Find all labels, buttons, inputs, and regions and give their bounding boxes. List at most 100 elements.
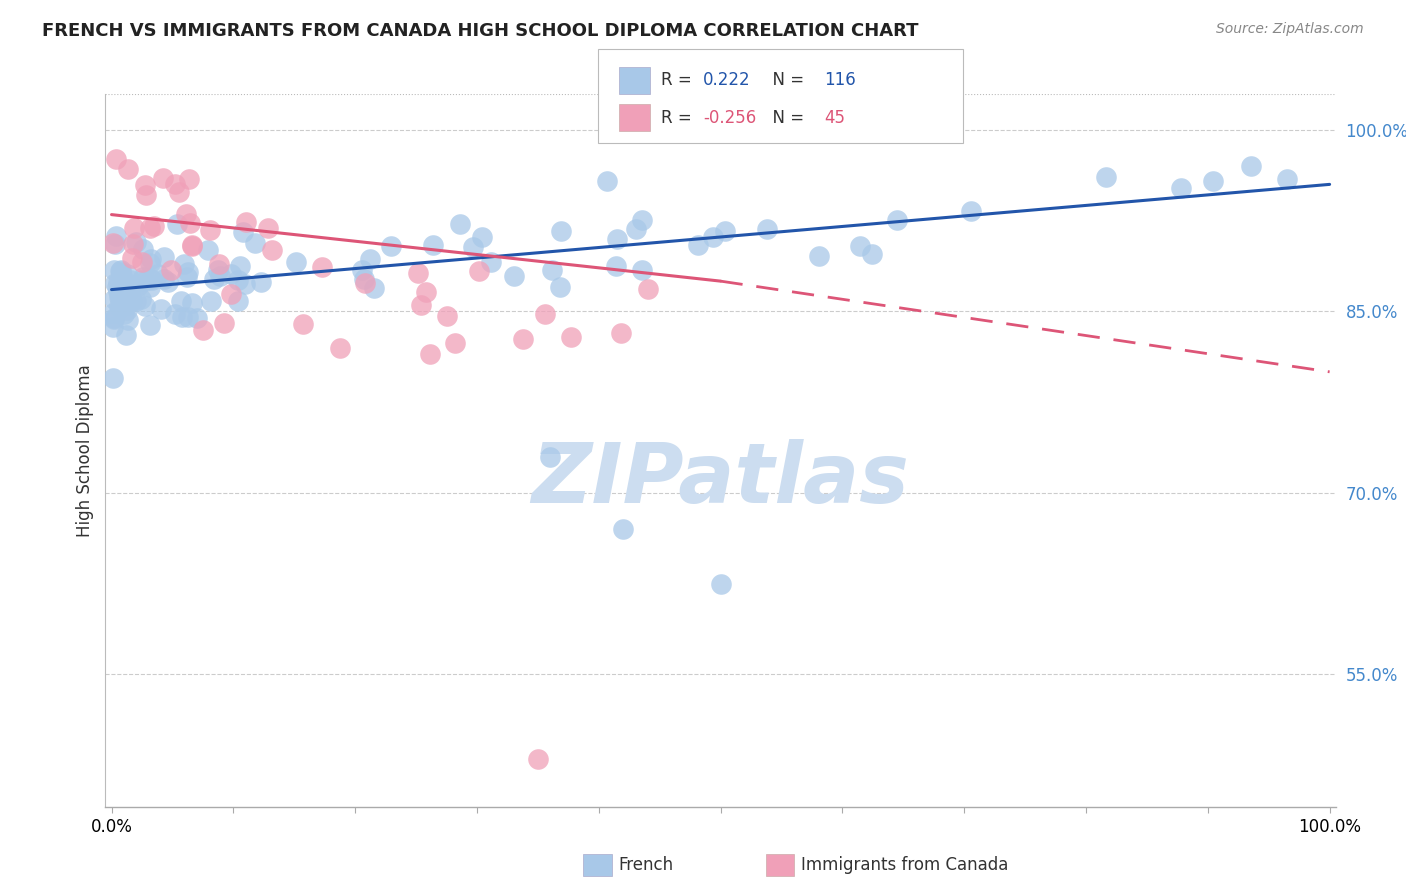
Point: [121, 252, 143, 266]
Point: [139, 318, 162, 332]
Point: [110, 266, 132, 280]
Point: [406, 266, 429, 280]
Point: [153, 250, 176, 264]
Point: [702, 230, 724, 244]
Point: [688, 238, 710, 252]
Point: [202, 272, 225, 286]
Point: [125, 294, 148, 309]
Point: [197, 243, 219, 257]
Point: [353, 271, 375, 285]
Point: [101, 320, 124, 334]
Point: [103, 310, 125, 325]
Point: [115, 327, 138, 342]
Point: [1202, 174, 1225, 188]
Point: [122, 236, 145, 251]
Point: [114, 298, 136, 312]
Point: [124, 220, 146, 235]
Point: [710, 576, 733, 591]
Point: [134, 178, 156, 192]
Point: [176, 270, 198, 285]
Point: [142, 219, 165, 233]
Point: [104, 229, 127, 244]
Point: [139, 272, 162, 286]
Point: [104, 276, 127, 290]
Point: [108, 263, 131, 277]
Point: [503, 268, 526, 283]
Point: [166, 218, 188, 232]
Point: [176, 310, 198, 325]
Point: [354, 277, 377, 291]
Text: -0.256: -0.256: [703, 109, 756, 127]
Point: [610, 326, 633, 340]
Point: [104, 237, 127, 252]
Point: [174, 207, 197, 221]
Point: [110, 290, 132, 304]
Point: [860, 247, 883, 261]
Point: [153, 271, 176, 285]
Point: [146, 267, 169, 281]
Point: [134, 299, 156, 313]
Point: [141, 252, 163, 266]
Point: [117, 303, 139, 318]
Point: [139, 256, 162, 270]
Point: [479, 255, 502, 269]
Text: N =: N =: [762, 109, 810, 127]
Point: [121, 293, 143, 308]
Point: [170, 310, 193, 325]
Point: [311, 260, 333, 274]
Point: [548, 280, 571, 294]
Point: [177, 171, 200, 186]
Point: [419, 347, 441, 361]
Point: [103, 292, 125, 306]
Point: [191, 322, 214, 336]
Point: [124, 235, 146, 249]
Point: [115, 285, 138, 300]
Point: [550, 224, 572, 238]
Point: [107, 299, 129, 313]
Point: [409, 298, 432, 312]
Point: [849, 239, 872, 253]
Point: [181, 238, 204, 252]
Point: [209, 268, 232, 283]
Point: [533, 307, 555, 321]
Text: R =: R =: [661, 71, 697, 89]
Point: [596, 174, 619, 188]
Text: 116: 116: [824, 71, 856, 89]
Point: [117, 161, 139, 176]
Point: [103, 236, 125, 251]
Point: [436, 309, 458, 323]
Text: FRENCH VS IMMIGRANTS FROM CANADA HIGH SCHOOL DIPLOMA CORRELATION CHART: FRENCH VS IMMIGRANTS FROM CANADA HIGH SC…: [42, 22, 918, 40]
Point: [110, 263, 132, 277]
Point: [115, 277, 138, 292]
Point: [463, 240, 485, 254]
Point: [108, 301, 131, 316]
Text: N =: N =: [762, 71, 810, 89]
Point: [245, 236, 267, 251]
Point: [714, 224, 737, 238]
Point: [127, 279, 149, 293]
Point: [959, 204, 981, 219]
Point: [111, 292, 134, 306]
Point: [363, 281, 385, 295]
Point: [449, 217, 471, 231]
Text: 45: 45: [824, 109, 845, 127]
Point: [612, 522, 634, 536]
Point: [114, 274, 136, 288]
Point: [112, 307, 135, 321]
Point: [207, 263, 229, 277]
Point: [541, 262, 564, 277]
Point: [415, 285, 437, 299]
Point: [329, 341, 352, 355]
Point: [807, 249, 830, 263]
Point: [250, 276, 273, 290]
Point: [105, 279, 128, 293]
Point: [179, 216, 201, 230]
Point: [120, 281, 142, 295]
Point: [1095, 170, 1118, 185]
Point: [198, 223, 221, 237]
Point: [152, 170, 174, 185]
Point: [219, 287, 242, 301]
Point: [107, 284, 129, 298]
Point: [105, 153, 128, 167]
Point: [560, 330, 582, 344]
